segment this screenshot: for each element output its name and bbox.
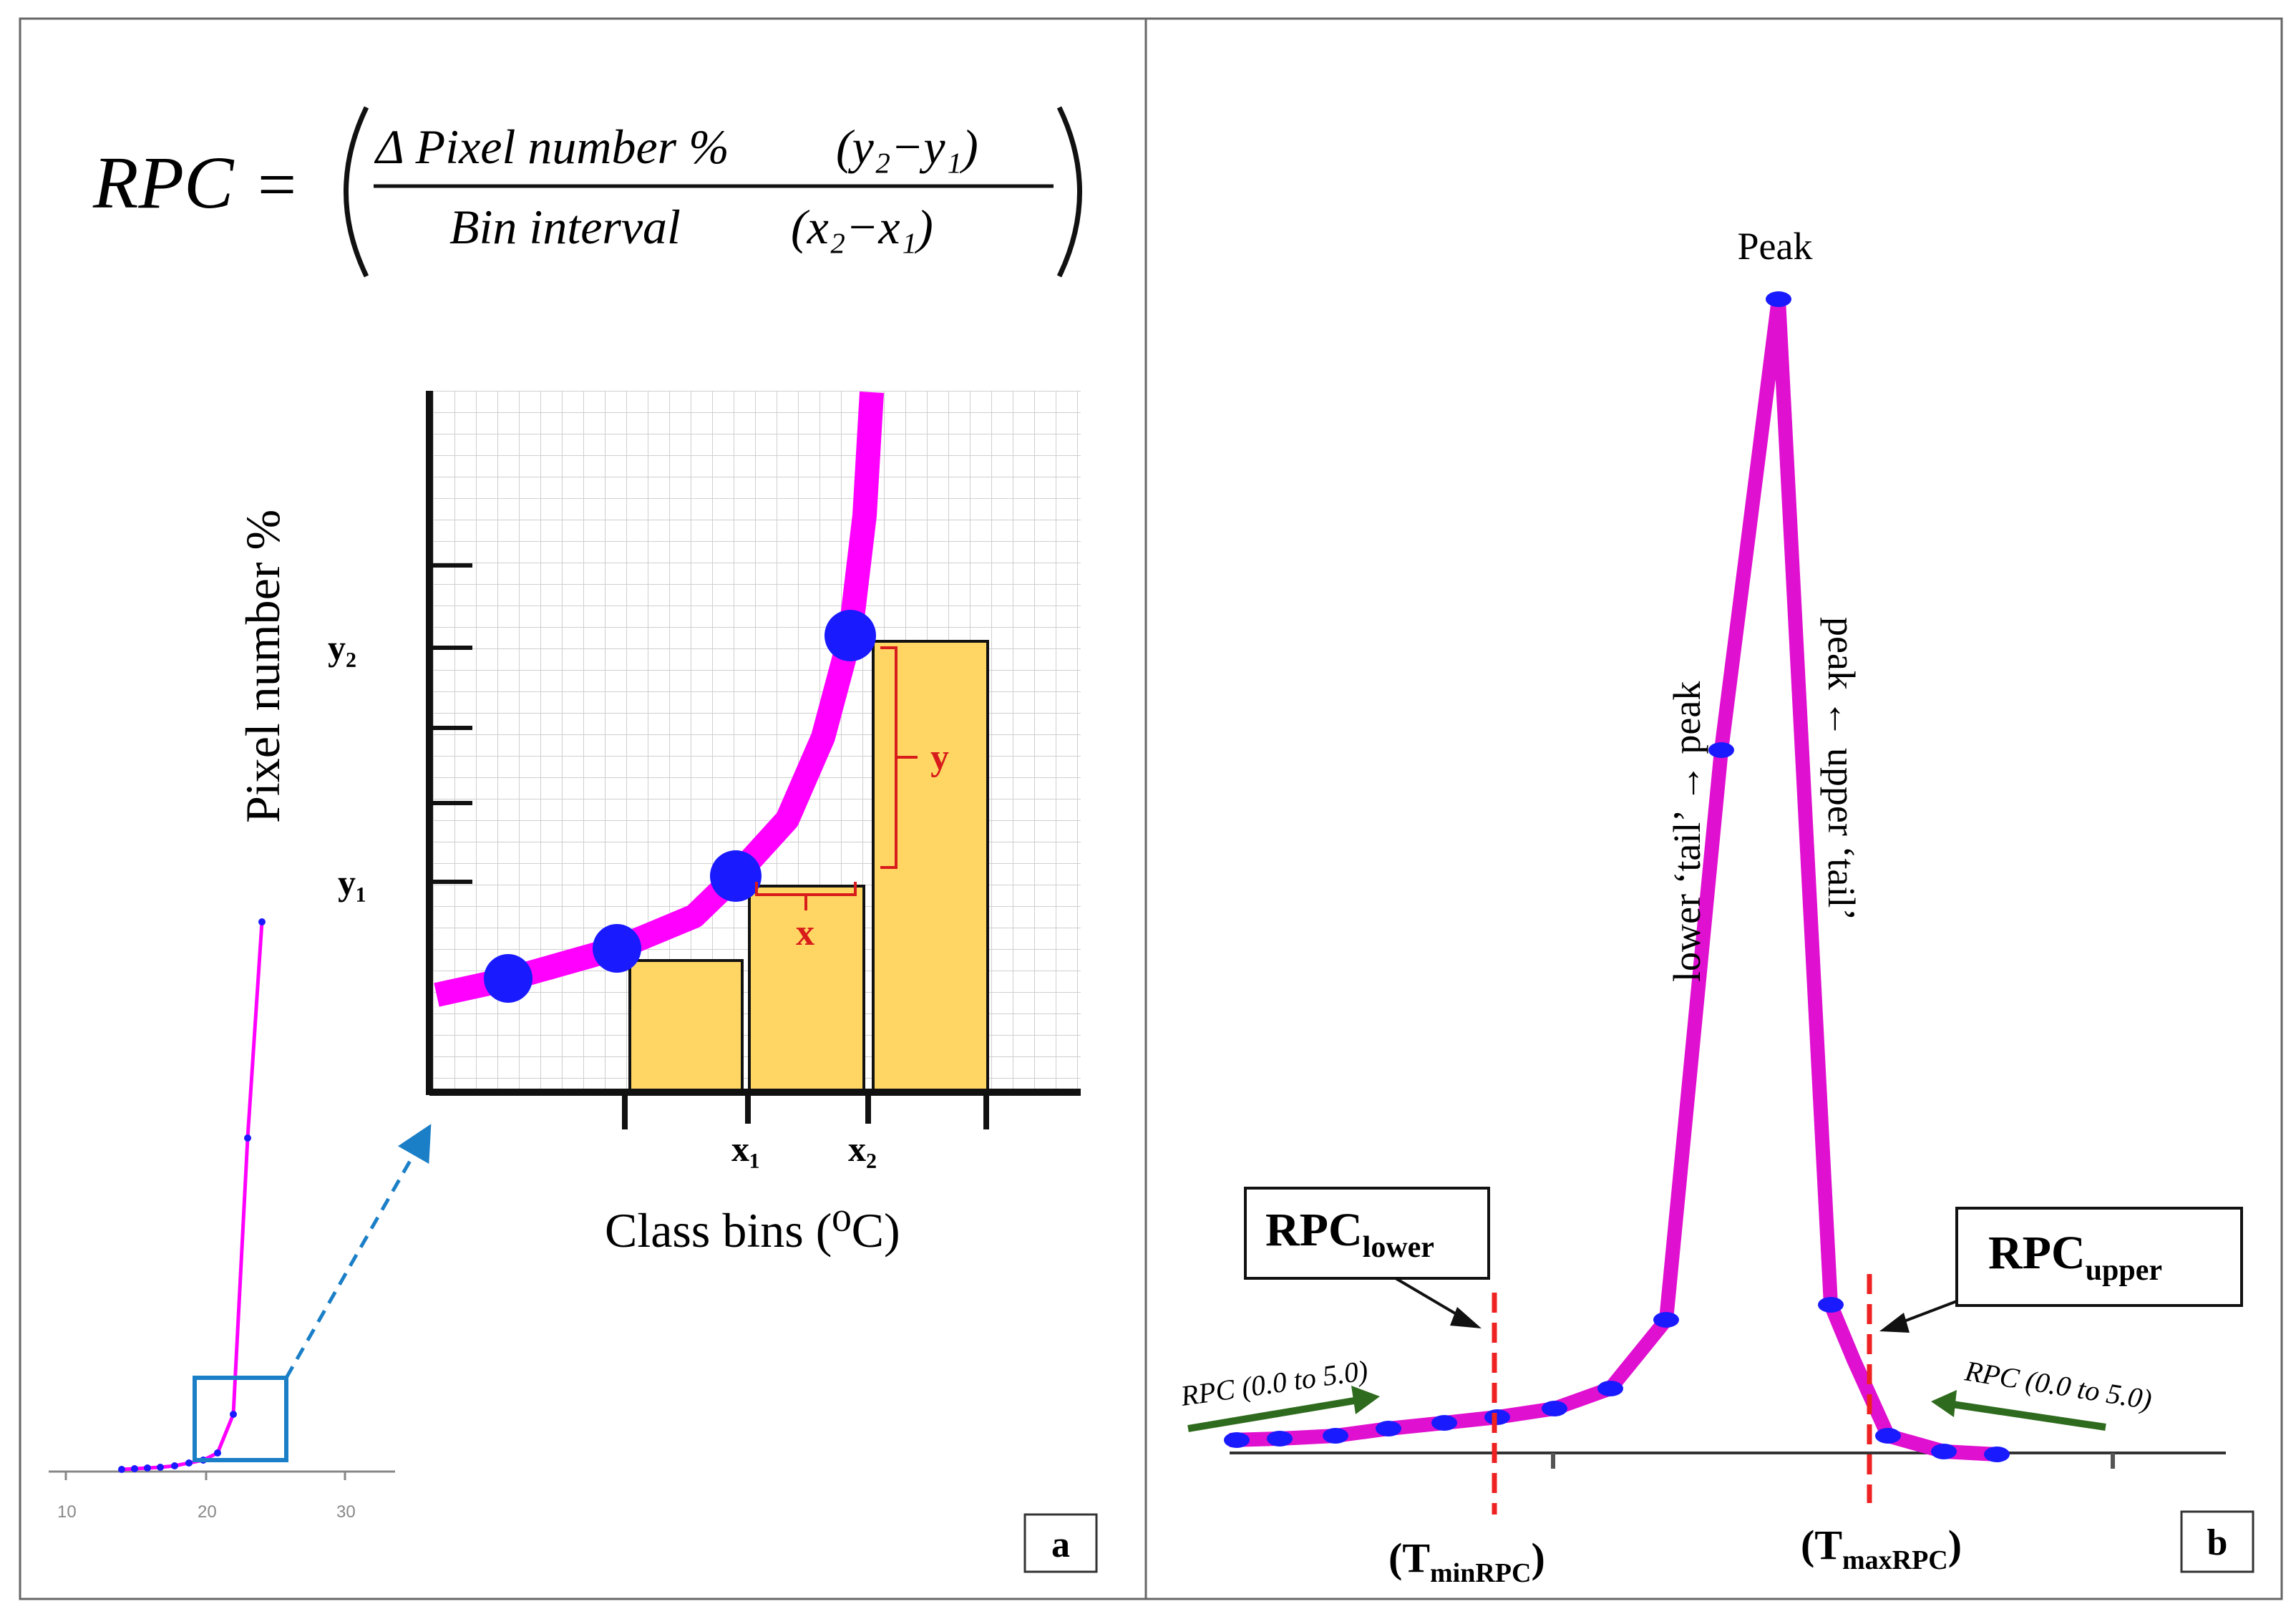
curve-point bbox=[1818, 1297, 1844, 1313]
growth-curve bbox=[434, 392, 884, 1007]
mini-point bbox=[230, 1411, 237, 1418]
rpc-upper-sub: upper bbox=[2086, 1254, 2162, 1287]
mini-chart: 10 20 30 bbox=[49, 918, 432, 1522]
x1-label: x₁ bbox=[731, 1129, 760, 1169]
mini-point bbox=[144, 1464, 151, 1472]
y2-label: y₂ bbox=[328, 628, 356, 668]
formula-numerator-label: Δ Pixel number % bbox=[374, 120, 729, 174]
formula-equals: = bbox=[258, 146, 296, 223]
mini-point bbox=[244, 1134, 251, 1142]
green-arrow-right-head bbox=[1931, 1390, 1957, 1417]
mini-point bbox=[171, 1462, 178, 1469]
curve-point bbox=[1597, 1381, 1623, 1396]
green-arrow-right bbox=[1952, 1401, 2106, 1431]
rpc-lower-main: RPC bbox=[1265, 1204, 1363, 1256]
curve-point bbox=[1323, 1428, 1348, 1444]
x-brace-label: x bbox=[796, 913, 814, 953]
y-brace-label: y bbox=[930, 737, 949, 778]
panel-a-badge-box bbox=[1023, 1513, 1098, 1573]
green-arrow-left-head bbox=[1351, 1386, 1380, 1414]
formula-right-paren bbox=[1056, 106, 1082, 278]
curve-point bbox=[1653, 1312, 1679, 1328]
zoom-box bbox=[193, 1376, 288, 1462]
rpc-lower-pointer bbox=[1394, 1277, 1465, 1320]
formula-numerator-diff: (y₂−y₁) bbox=[836, 120, 978, 174]
tmax-close: ) bbox=[1948, 1522, 1962, 1568]
mini-tick-label: 30 bbox=[336, 1502, 356, 1522]
lower-tail-label: lower ‘tail’ → peak bbox=[1665, 681, 1708, 982]
tmin-close: ) bbox=[1531, 1535, 1545, 1581]
curve-point bbox=[1267, 1431, 1293, 1447]
rpc-lower-callout: RPClower bbox=[1265, 1204, 1434, 1264]
curve-point bbox=[1875, 1428, 1901, 1444]
panel-b-badge: b bbox=[2207, 1522, 2228, 1563]
y1-label: y₁ bbox=[338, 862, 366, 903]
tmax-main: (T bbox=[1801, 1522, 1842, 1568]
curve-point bbox=[1484, 1409, 1510, 1425]
tmin-sub: minRPC bbox=[1430, 1558, 1531, 1588]
curve-point-y2 bbox=[824, 610, 876, 661]
mini-point bbox=[157, 1464, 164, 1471]
bin-bar-2 bbox=[748, 885, 865, 1094]
curve-point bbox=[593, 924, 641, 973]
green-arrow-left bbox=[1187, 1396, 1359, 1432]
tmin-label: (TminRPC) bbox=[1388, 1535, 1545, 1588]
tmax-sub: maxRPC bbox=[1842, 1545, 1948, 1575]
curve-point-y1 bbox=[710, 850, 762, 902]
rpc-upper-pointer-head bbox=[1879, 1313, 1910, 1333]
panel-b: Peak lower ‘tail’ → peak peak ← upper ‘t… bbox=[1178, 225, 2254, 1588]
peak-label: Peak bbox=[1738, 225, 1813, 268]
x2-label: x₂ bbox=[848, 1129, 877, 1169]
rpc-formula: RPC = Δ Pixel number % (y₂−y₁) Bin inter… bbox=[92, 106, 1082, 278]
panel-a-badge: a bbox=[1051, 1525, 1070, 1565]
tmax-label: (TmaxRPC) bbox=[1801, 1522, 1962, 1575]
rpc-lower-pointer-head bbox=[1450, 1307, 1482, 1328]
rpc-lower-box bbox=[1244, 1187, 1490, 1280]
tmin-main: (T bbox=[1388, 1535, 1430, 1581]
curve-point bbox=[484, 954, 532, 1003]
y-axis-title: Pixel number % bbox=[235, 510, 290, 823]
mini-tick-label: 20 bbox=[198, 1502, 217, 1522]
formula-denominator-label: Bin interval bbox=[449, 200, 681, 254]
panel-b-badge-box bbox=[2180, 1510, 2254, 1573]
rpc-upper-main: RPC bbox=[1988, 1227, 2086, 1279]
peak-point bbox=[1766, 291, 1791, 307]
curve-point bbox=[1376, 1421, 1401, 1436]
y-brace bbox=[880, 646, 918, 869]
rpc-upper-callout: RPCupper bbox=[1988, 1227, 2162, 1287]
mini-point bbox=[118, 1466, 125, 1473]
mini-point bbox=[131, 1465, 138, 1472]
formula-lhs: RPC bbox=[92, 142, 235, 224]
mini-point bbox=[214, 1449, 221, 1457]
curve-point bbox=[1708, 742, 1734, 758]
x-brace bbox=[755, 882, 857, 910]
rpc-upper-box bbox=[1955, 1207, 2243, 1307]
panel-a: RPC = Δ Pixel number % (y₂−y₁) Bin inter… bbox=[49, 106, 1098, 1573]
curve-point bbox=[1931, 1444, 1957, 1459]
formula-denominator-diff: (x₂−x₁) bbox=[791, 200, 933, 254]
formula-left-paren bbox=[344, 106, 369, 278]
x-axis-title: Class bins (⁰C) bbox=[605, 1203, 900, 1258]
curve-point bbox=[1542, 1401, 1567, 1416]
zoomed-chart: y x y₂ y₁ x₁ x₂ Pixel number % Class bin… bbox=[235, 391, 1081, 1258]
mini-point bbox=[185, 1459, 193, 1467]
curve-point bbox=[1224, 1432, 1250, 1448]
zoom-arrow bbox=[284, 1124, 432, 1379]
curve-point bbox=[1984, 1447, 2010, 1462]
mini-tick-label: 10 bbox=[57, 1502, 77, 1522]
histogram-curve bbox=[1229, 292, 1998, 1462]
bin-bar-1 bbox=[628, 959, 744, 1094]
rpc-upper-pointer bbox=[1896, 1300, 1957, 1326]
mini-curve bbox=[121, 921, 264, 1472]
rpc-lower-sub: lower bbox=[1363, 1231, 1434, 1264]
curve-point bbox=[1431, 1415, 1457, 1431]
figure-frame bbox=[19, 17, 2283, 1600]
mini-point bbox=[258, 918, 266, 925]
upper-tail-label: peak ← upper ‘tail’ bbox=[1820, 617, 1863, 920]
